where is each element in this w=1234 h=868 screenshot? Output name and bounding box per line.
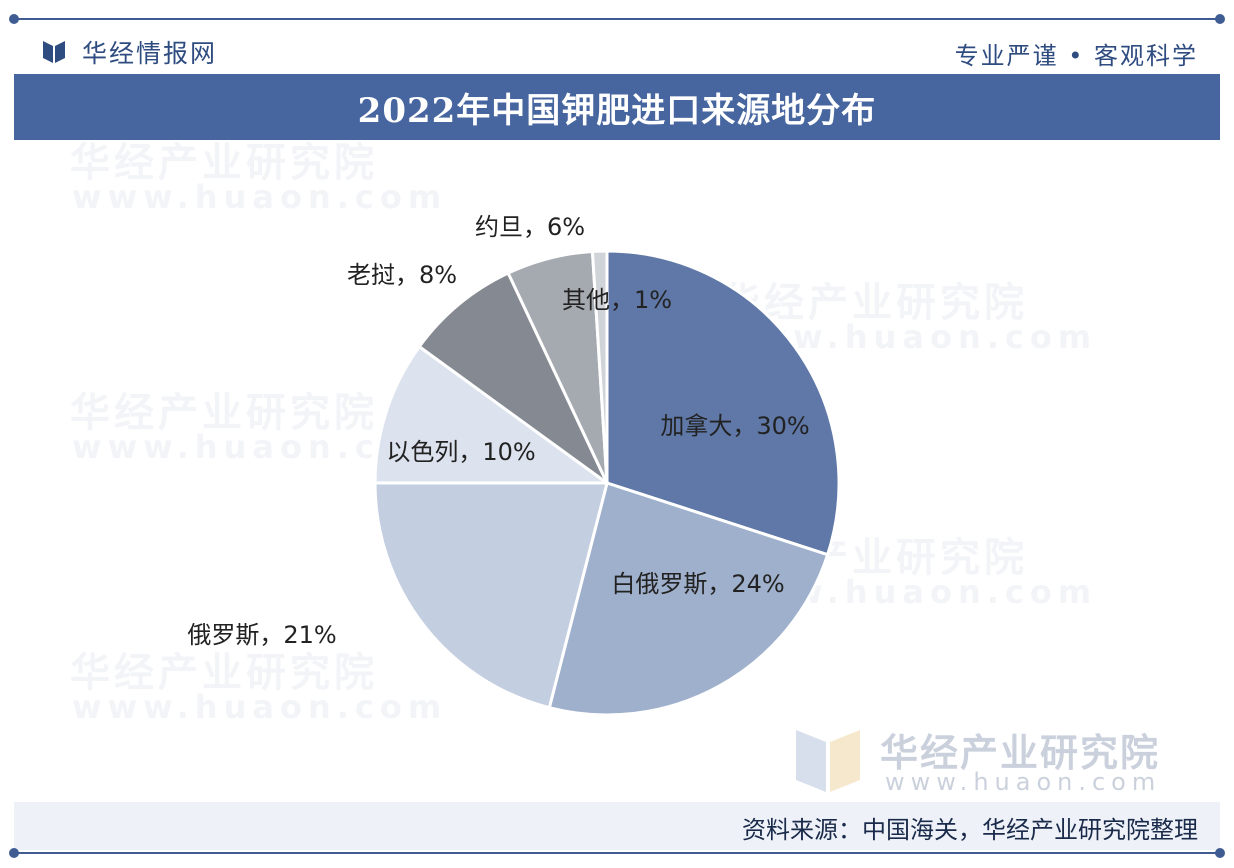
border-dot bbox=[1215, 14, 1225, 24]
border-dot bbox=[9, 848, 19, 858]
pie-label-2: 俄罗斯，21% bbox=[187, 621, 336, 649]
corner-logo-icon bbox=[796, 730, 860, 792]
brand-logo-icon bbox=[43, 41, 65, 63]
pie-label-6: 其他，1% bbox=[562, 286, 672, 314]
pie-slice-2 bbox=[373, 481, 609, 710]
pie-label-4: 老挝，8% bbox=[347, 261, 457, 289]
pie-label-3: 以色列，10% bbox=[386, 438, 535, 466]
top-border bbox=[14, 18, 1220, 20]
brand: 华经情报网 bbox=[40, 34, 217, 70]
corner-watermark-url: www.huaon.com bbox=[885, 768, 1162, 796]
border-dot bbox=[9, 14, 19, 24]
pie-slice-6 bbox=[590, 249, 609, 484]
pie-slice-0 bbox=[605, 249, 841, 557]
slogan: 专业严谨 • 客观科学 bbox=[954, 42, 1198, 70]
chart-title: 2022年中国钾肥进口来源地分布 bbox=[357, 90, 877, 131]
border-dot bbox=[1215, 848, 1225, 858]
title-bar: 2022年中国钾肥进口来源地分布 bbox=[14, 74, 1220, 140]
brand-name: 华经情报网 bbox=[82, 39, 218, 68]
pie-label-1: 白俄罗斯，24% bbox=[611, 570, 784, 598]
pie-slice-3 bbox=[373, 344, 612, 485]
source-note: 资料来源：中国海关，华经产业研究院整理 bbox=[742, 816, 1198, 844]
pie-label-5: 约旦，6% bbox=[475, 213, 585, 241]
pie-label-0: 加拿大，30% bbox=[660, 412, 809, 440]
footer: 资料来源：中国海关，华经产业研究院整理 bbox=[14, 802, 1220, 850]
corner-watermark-name: 华经产业研究院 bbox=[880, 731, 1161, 775]
pie-slice-4 bbox=[417, 271, 609, 485]
bottom-border bbox=[14, 852, 1220, 854]
pie-slice-1 bbox=[547, 481, 830, 717]
header: 华经情报网 专业严谨 • 客观科学 bbox=[14, 26, 1220, 76]
